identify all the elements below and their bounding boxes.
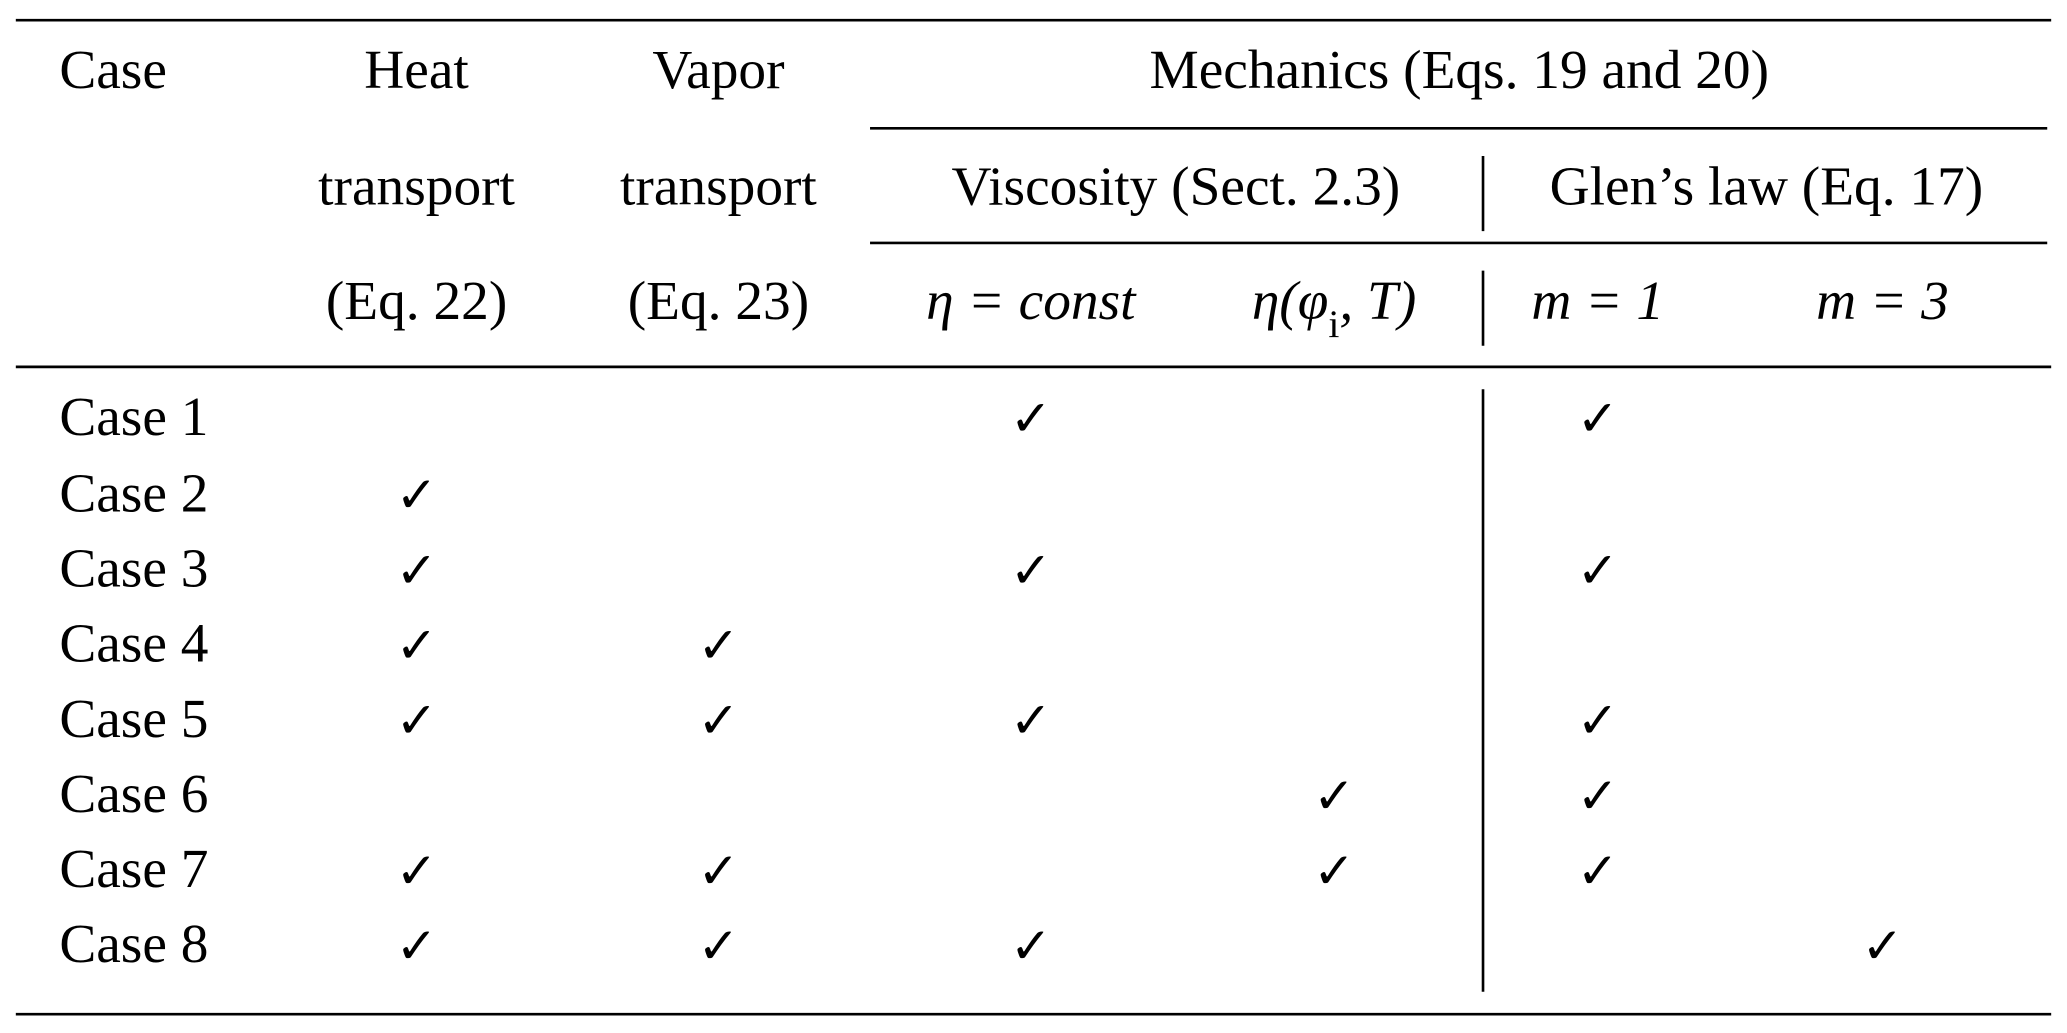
check: ✓	[396, 917, 438, 975]
header-vapor: transport	[620, 155, 817, 216]
check: ✓	[697, 842, 739, 900]
row-label: Case 2	[59, 462, 208, 523]
subheader: m = 3	[1816, 270, 1949, 331]
check: ✓	[1577, 541, 1619, 599]
row-label: Case 7	[59, 838, 208, 899]
subheader: η = const	[926, 270, 1137, 331]
subheader: m = 1	[1531, 270, 1664, 331]
check: ✓	[697, 917, 739, 975]
header-vapor: (Eq. 23)	[628, 270, 809, 331]
subheader-part: η = const	[926, 270, 1137, 331]
row-label: Case 1	[59, 386, 208, 447]
check: ✓	[396, 466, 438, 524]
header-heat: (Eq. 22)	[326, 270, 507, 331]
row-label: Case 3	[59, 538, 208, 599]
check: ✓	[1577, 692, 1619, 750]
check: ✓	[697, 692, 739, 750]
check: ✓	[396, 616, 438, 674]
check: ✓	[1313, 767, 1355, 825]
check: ✓	[1577, 767, 1619, 825]
header-heat: transport	[318, 155, 515, 216]
row-label: Case 6	[59, 763, 208, 824]
check: ✓	[396, 541, 438, 599]
subheader-part: m = 1	[1531, 270, 1664, 331]
check: ✓	[1010, 692, 1052, 750]
header-heat: Heat	[364, 39, 469, 100]
check: ✓	[1577, 842, 1619, 900]
subheader: η(φi, T)	[1252, 270, 1416, 346]
subheader-part: η(φ	[1252, 270, 1329, 331]
header-case: Case	[59, 39, 167, 100]
check: ✓	[396, 842, 438, 900]
header-viscosity: Viscosity (Sect. 2.3)	[952, 155, 1401, 216]
row-label: Case 8	[59, 913, 208, 974]
row-label: Case 4	[59, 613, 208, 674]
header-vapor: Vapor	[652, 39, 784, 100]
subheader-part: m = 3	[1816, 270, 1949, 331]
check: ✓	[1577, 390, 1619, 448]
check: ✓	[1010, 541, 1052, 599]
check: ✓	[1313, 842, 1355, 900]
check: ✓	[1010, 390, 1052, 448]
subheader-part: , T)	[1339, 270, 1416, 331]
subheader-part: i	[1328, 302, 1339, 346]
check: ✓	[1861, 917, 1903, 975]
check: ✓	[1010, 917, 1052, 975]
row-label: Case 5	[59, 688, 208, 749]
check: ✓	[396, 692, 438, 750]
header-glen: Glen’s law (Eq. 17)	[1550, 155, 1984, 216]
header-mechanics: Mechanics (Eqs. 19 and 20)	[1150, 39, 1770, 100]
check: ✓	[697, 616, 739, 674]
